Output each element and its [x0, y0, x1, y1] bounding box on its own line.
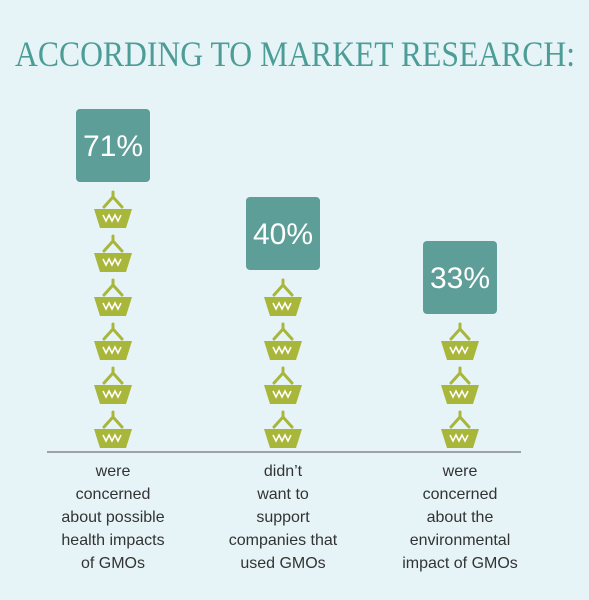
- basket-weave: [102, 433, 122, 443]
- basket-hanger: [449, 410, 471, 429]
- basket-hanger: [449, 322, 471, 341]
- basket-weave: [102, 345, 122, 355]
- basket-weave: [102, 301, 122, 311]
- category-label: were concerned about the environmental i…: [402, 463, 518, 572]
- basket-hanger: [102, 234, 124, 253]
- basket-weave: [449, 389, 469, 399]
- basket-weave: [272, 433, 292, 443]
- value-label: 40%: [253, 218, 313, 251]
- value-box: [76, 109, 150, 182]
- basket-hanger: [272, 410, 294, 429]
- value-label: 71%: [83, 130, 143, 163]
- basket-weave: [449, 345, 469, 355]
- basket-stack: [264, 278, 302, 448]
- basket-stack: [441, 322, 479, 448]
- basket-weave: [449, 433, 469, 443]
- basket-weave: [102, 389, 122, 399]
- value-box: [423, 241, 497, 314]
- basket-hanger: [272, 366, 294, 385]
- basket-hanger: [102, 278, 124, 297]
- basket-weave: [102, 213, 122, 223]
- basket-hanger: [102, 190, 124, 209]
- basket-hanger: [102, 410, 124, 429]
- basket-hanger: [102, 366, 124, 385]
- basket-weave: [272, 345, 292, 355]
- basket-hanger: [272, 322, 294, 341]
- basket-weave: [272, 389, 292, 399]
- basket-hanger: [102, 322, 124, 341]
- basket-weave: [102, 257, 122, 267]
- basket-weave: [272, 301, 292, 311]
- chart-title: ACCORDING TO MARKET RESEARCH:: [15, 34, 575, 74]
- category-label: didn’t want to support companies that us…: [228, 463, 338, 572]
- value-label: 33%: [430, 262, 490, 295]
- basket-hanger: [272, 278, 294, 297]
- basket-stack: [94, 190, 132, 448]
- basket-hanger: [449, 366, 471, 385]
- category-label: were concerned about possible health imp…: [61, 463, 165, 572]
- value-box: [246, 197, 320, 270]
